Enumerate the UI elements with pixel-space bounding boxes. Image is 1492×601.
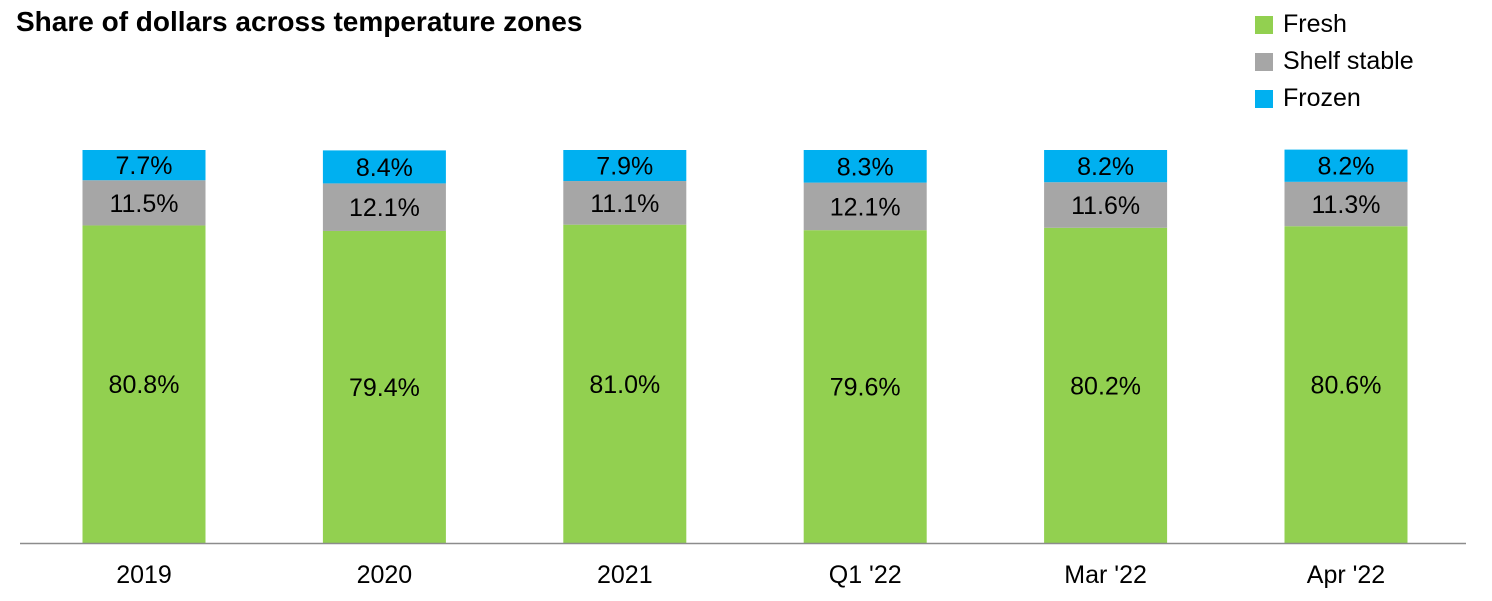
data-label-frozen-apr-22: 8.2% — [1318, 153, 1375, 181]
bar-fresh-mar-22 — [1044, 227, 1168, 543]
bar-fresh-apr-22 — [1284, 226, 1408, 543]
legend-label-fresh: Fresh — [1283, 10, 1347, 38]
data-label-shelf-stable-2021: 11.1% — [590, 190, 659, 218]
data-label-frozen-mar-22: 8.2% — [1077, 153, 1134, 181]
data-label-fresh-2021: 81.0% — [589, 371, 660, 399]
data-label-frozen-2020: 8.4% — [356, 154, 413, 182]
bar-shelf-stable-2019 — [82, 180, 206, 226]
data-label-fresh-mar-22: 80.2% — [1070, 372, 1141, 400]
data-label-fresh-q1-22: 79.6% — [830, 374, 901, 402]
bar-fresh-q1-22 — [803, 230, 927, 543]
bar-shelf-stable-apr-22 — [1284, 181, 1408, 227]
data-label-frozen-2019: 7.7% — [116, 152, 173, 180]
data-label-shelf-stable-2019: 11.5% — [109, 190, 178, 218]
legend-item-frozen: Frozen — [1255, 80, 1414, 117]
x-tick-label-2020: 2020 — [357, 561, 413, 589]
data-label-fresh-apr-22: 80.6% — [1311, 372, 1382, 400]
bar-frozen-mar-22 — [1044, 150, 1168, 183]
x-tick-label-2021: 2021 — [597, 561, 653, 589]
bar-shelf-stable-mar-22 — [1044, 182, 1168, 228]
legend: Fresh Shelf stable Frozen — [1255, 6, 1414, 117]
legend-label-frozen: Frozen — [1283, 84, 1361, 112]
x-tick-label-q1-22: Q1 '22 — [829, 561, 902, 589]
bar-frozen-2020 — [322, 150, 446, 184]
legend-swatch-fresh — [1255, 15, 1273, 34]
bar-frozen-apr-22 — [1284, 149, 1408, 182]
data-label-shelf-stable-2020: 12.1% — [349, 194, 420, 222]
chart-title: Share of dollars across temperature zone… — [16, 6, 583, 37]
legend-label-shelf-stable: Shelf stable — [1283, 47, 1414, 75]
legend-swatch-shelf-stable — [1255, 52, 1273, 71]
data-label-shelf-stable-mar-22: 11.6% — [1071, 192, 1140, 220]
data-label-shelf-stable-apr-22: 11.3% — [1311, 191, 1380, 219]
legend-item-fresh: Fresh — [1255, 6, 1414, 43]
legend-item-shelf-stable: Shelf stable — [1255, 43, 1414, 80]
bar-fresh-2021 — [563, 224, 687, 544]
x-tick-label-mar-22: Mar '22 — [1064, 561, 1147, 589]
legend-swatch-frozen — [1255, 89, 1273, 108]
bar-shelf-stable-q1-22 — [803, 182, 927, 231]
data-label-fresh-2020: 79.4% — [349, 374, 420, 402]
data-label-frozen-2021: 7.9% — [596, 153, 653, 181]
bar-frozen-2021 — [563, 150, 687, 182]
bar-fresh-2019 — [82, 225, 206, 543]
data-label-fresh-2019: 80.8% — [109, 371, 180, 399]
bar-frozen-2019 — [82, 150, 206, 181]
bar-shelf-stable-2020 — [322, 183, 446, 231]
data-label-frozen-q1-22: 8.3% — [837, 153, 894, 181]
bar-fresh-2020 — [322, 230, 446, 543]
bar-frozen-q1-22 — [803, 150, 927, 183]
x-tick-label-2019: 2019 — [116, 561, 172, 589]
bar-shelf-stable-2021 — [563, 181, 687, 225]
x-tick-label-apr-22: Apr '22 — [1307, 561, 1385, 589]
data-label-shelf-stable-q1-22: 12.1% — [830, 193, 901, 221]
